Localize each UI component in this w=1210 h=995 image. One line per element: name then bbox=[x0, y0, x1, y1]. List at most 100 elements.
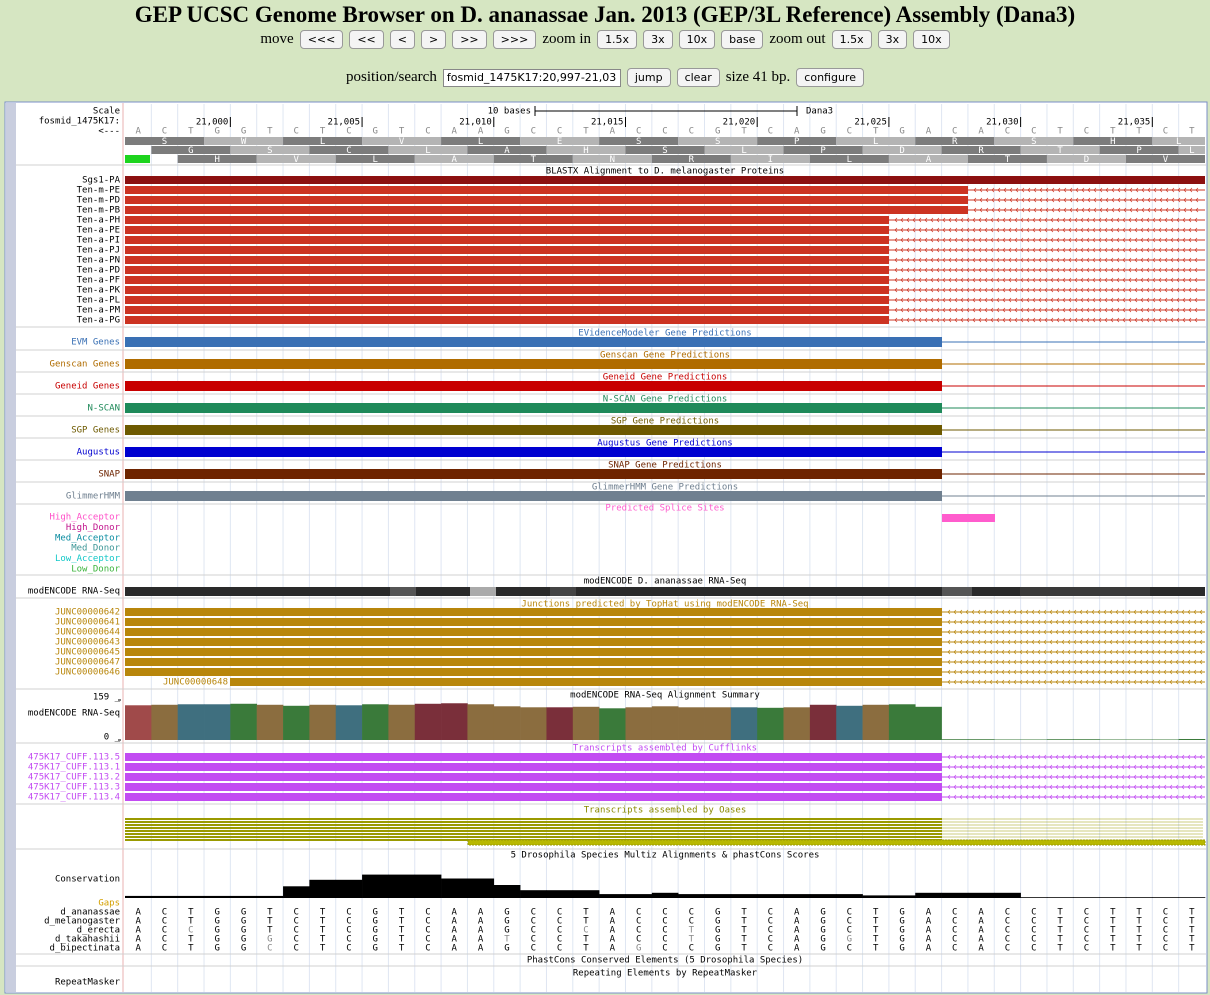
gene-block[interactable] bbox=[125, 447, 942, 457]
track-label[interactable]: Ten-a-PI bbox=[77, 236, 120, 246]
clear-button[interactable]: clear bbox=[676, 68, 720, 87]
track-label[interactable]: Med_Donor bbox=[71, 544, 120, 554]
gene-block[interactable] bbox=[125, 425, 942, 435]
jump-button[interactable]: jump bbox=[626, 68, 671, 87]
junction-block[interactable] bbox=[125, 608, 942, 616]
alignment-block[interactable] bbox=[125, 276, 889, 284]
track-label[interactable]: RepeatMasker bbox=[55, 978, 121, 988]
transcript-block[interactable] bbox=[125, 773, 942, 781]
alignment-block[interactable] bbox=[125, 246, 889, 254]
oases-block[interactable] bbox=[125, 836, 942, 838]
track-label[interactable]: Ten-m-PE bbox=[77, 186, 120, 196]
track-label[interactable]: modENCODE RNA-Seq bbox=[28, 587, 120, 597]
nav-button[interactable]: 3x bbox=[643, 30, 673, 49]
oases-block[interactable] bbox=[125, 833, 942, 835]
gene-block[interactable] bbox=[125, 403, 942, 413]
junction-block[interactable] bbox=[125, 658, 942, 666]
nav-button[interactable]: > bbox=[421, 30, 447, 49]
track-label[interactable]: Low_Acceptor bbox=[55, 554, 121, 564]
track-label[interactable]: High_Donor bbox=[66, 523, 121, 533]
track-label[interactable]: Med_Acceptor bbox=[55, 533, 121, 543]
nav-button[interactable]: 1.5x bbox=[597, 30, 638, 49]
track-label[interactable]: JUNC00000644 bbox=[55, 628, 120, 638]
alignment-block[interactable] bbox=[125, 216, 889, 224]
track-label[interactable]: 475K17_CUFF.113.4 bbox=[28, 793, 120, 803]
nav-button[interactable]: <<< bbox=[299, 30, 344, 49]
nav-button[interactable]: base bbox=[721, 30, 764, 49]
gene-block[interactable] bbox=[125, 469, 942, 479]
oases-block[interactable] bbox=[125, 830, 942, 832]
nav-button[interactable]: >>> bbox=[492, 30, 537, 49]
track-label[interactable]: N-SCAN bbox=[87, 404, 120, 414]
track-label[interactable]: Sgs1-PA bbox=[82, 176, 121, 186]
track-label[interactable]: High_Acceptor bbox=[50, 513, 121, 523]
track-label[interactable]: Ten-a-PD bbox=[77, 266, 120, 276]
track-label[interactable]: SNAP bbox=[98, 470, 120, 480]
junction-block[interactable] bbox=[230, 678, 942, 686]
alignment-block[interactable] bbox=[125, 266, 889, 274]
track-label[interactable]: <--- bbox=[98, 127, 120, 137]
alignment-block[interactable] bbox=[125, 186, 968, 194]
track-label[interactable]: Ten-a-PM bbox=[77, 306, 121, 316]
junction-block[interactable] bbox=[125, 668, 942, 676]
splice-site[interactable] bbox=[942, 514, 995, 522]
track-label[interactable]: JUNC00000642 bbox=[55, 608, 120, 618]
track-label[interactable]: Ten-m-PD bbox=[77, 196, 120, 206]
track-label[interactable]: d_takahashii bbox=[55, 935, 120, 945]
alignment-block[interactable] bbox=[125, 306, 889, 314]
track-label[interactable]: modENCODE RNA-Seq bbox=[28, 709, 120, 719]
track-label[interactable]: Ten-m-PB bbox=[77, 206, 120, 216]
track-label[interactable]: Ten-a-PH bbox=[77, 216, 120, 226]
position-input[interactable]: fosmid_1475K17:20,997-21,03 bbox=[442, 68, 621, 87]
track-label[interactable]: d_ananassae bbox=[60, 908, 120, 918]
alignment-block[interactable] bbox=[125, 256, 889, 264]
junction-block[interactable] bbox=[125, 638, 942, 646]
track-label[interactable]: Ten-a-PL bbox=[77, 296, 120, 306]
track-label[interactable]: 475K17_CUFF.113.1 bbox=[28, 763, 120, 773]
track-label[interactable]: JUNC00000645 bbox=[55, 648, 120, 658]
track-label[interactable]: JUNC00000641 bbox=[55, 618, 120, 628]
oases-block[interactable] bbox=[125, 821, 942, 823]
oases-block[interactable] bbox=[125, 818, 942, 820]
gene-block[interactable] bbox=[125, 337, 942, 347]
track-label[interactable]: 475K17_CUFF.113.3 bbox=[28, 783, 120, 793]
junction-block[interactable] bbox=[125, 648, 942, 656]
alignment-block[interactable] bbox=[125, 316, 889, 324]
configure-button[interactable]: configure bbox=[796, 68, 864, 87]
track-label[interactable]: SGP Genes bbox=[71, 426, 120, 436]
track-label[interactable]: d_melanogaster bbox=[44, 917, 120, 927]
track-label[interactable]: Ten-a-PN bbox=[77, 256, 120, 266]
gene-block[interactable] bbox=[125, 359, 942, 369]
nav-button[interactable]: < bbox=[389, 30, 415, 49]
nav-button[interactable]: 10x bbox=[678, 30, 716, 49]
nav-button[interactable]: << bbox=[349, 30, 384, 49]
track-gutter[interactable] bbox=[6, 103, 16, 992]
junction-block[interactable] bbox=[125, 628, 942, 636]
alignment-block[interactable] bbox=[125, 226, 889, 234]
oases-block[interactable] bbox=[125, 824, 942, 826]
nav-button[interactable]: >> bbox=[452, 30, 487, 49]
junction-block[interactable] bbox=[125, 618, 942, 626]
nav-button[interactable]: 1.5x bbox=[831, 30, 872, 49]
track-label[interactable]: JUNC00000647 bbox=[55, 658, 120, 668]
track-label[interactable]: JUNC00000648 bbox=[163, 678, 228, 688]
track-label[interactable]: Augustus bbox=[77, 448, 120, 458]
alignment-block[interactable] bbox=[125, 176, 1205, 184]
track-label[interactable]: 475K17_CUFF.113.2 bbox=[28, 773, 120, 783]
alignment-block[interactable] bbox=[125, 196, 968, 204]
track-label[interactable]: Ten-a-PK bbox=[77, 286, 121, 296]
track-label[interactable]: GlimmerHMM bbox=[66, 492, 121, 502]
track-label[interactable]: Conservation bbox=[55, 875, 120, 885]
oases-block[interactable] bbox=[125, 827, 942, 829]
nav-button[interactable]: 3x bbox=[877, 30, 908, 49]
transcript-block[interactable] bbox=[125, 793, 942, 801]
gene-block[interactable] bbox=[125, 381, 942, 391]
transcript-block[interactable] bbox=[125, 753, 942, 761]
track-label[interactable]: JUNC00000646 bbox=[55, 668, 120, 678]
track-label[interactable]: fosmid_1475K17: bbox=[39, 117, 120, 127]
alignment-block[interactable] bbox=[125, 236, 889, 244]
track-label[interactable]: Gaps bbox=[98, 899, 120, 909]
alignment-block[interactable] bbox=[125, 206, 968, 214]
track-label[interactable]: Ten-a-PG bbox=[77, 316, 120, 326]
track-label[interactable]: Geneid Genes bbox=[55, 382, 120, 392]
